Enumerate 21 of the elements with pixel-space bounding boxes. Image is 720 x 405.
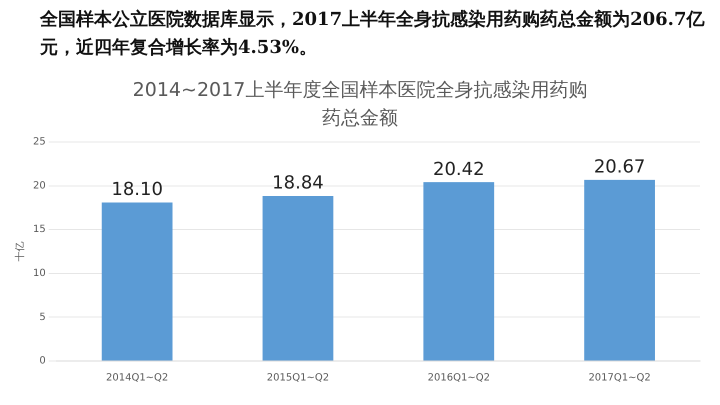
chart-title: 2014~2017上半年度全国样本医院全身抗感染用药购药总金额 bbox=[132, 78, 588, 131]
data-label: 18.10 bbox=[111, 179, 163, 200]
bar bbox=[262, 196, 334, 360]
x-tick-label: 2017Q1~Q2 bbox=[588, 372, 651, 384]
y-tick-label: 20 bbox=[32, 180, 46, 192]
data-label: 20.67 bbox=[594, 156, 646, 178]
y-tick-label: 15 bbox=[32, 224, 46, 236]
y-tick-label: 10 bbox=[32, 268, 46, 279]
x-tick-label: 2015Q1~Q2 bbox=[266, 372, 330, 384]
x-tick-label: 2014Q1~Q2 bbox=[106, 372, 168, 384]
bar bbox=[423, 182, 494, 360]
data-label: 18.84 bbox=[272, 172, 324, 194]
y-tick-label: 0 bbox=[39, 356, 46, 367]
y-tick-label: 25 bbox=[32, 136, 46, 148]
y-axis-title: 十亿 bbox=[14, 242, 26, 262]
bar bbox=[102, 202, 173, 360]
y-tick-label: 5 bbox=[39, 312, 46, 323]
data-label: 20.42 bbox=[433, 158, 485, 180]
x-tick-label: 2016Q1~Q2 bbox=[428, 372, 490, 384]
chart-subtitle: 全国样本公立医院数据库显示，2017上半年全身抗感染用药购药总金额为206.7亿元，近四年复合增长率为4.53%。 bbox=[38, 8, 706, 60]
bar bbox=[584, 180, 655, 360]
